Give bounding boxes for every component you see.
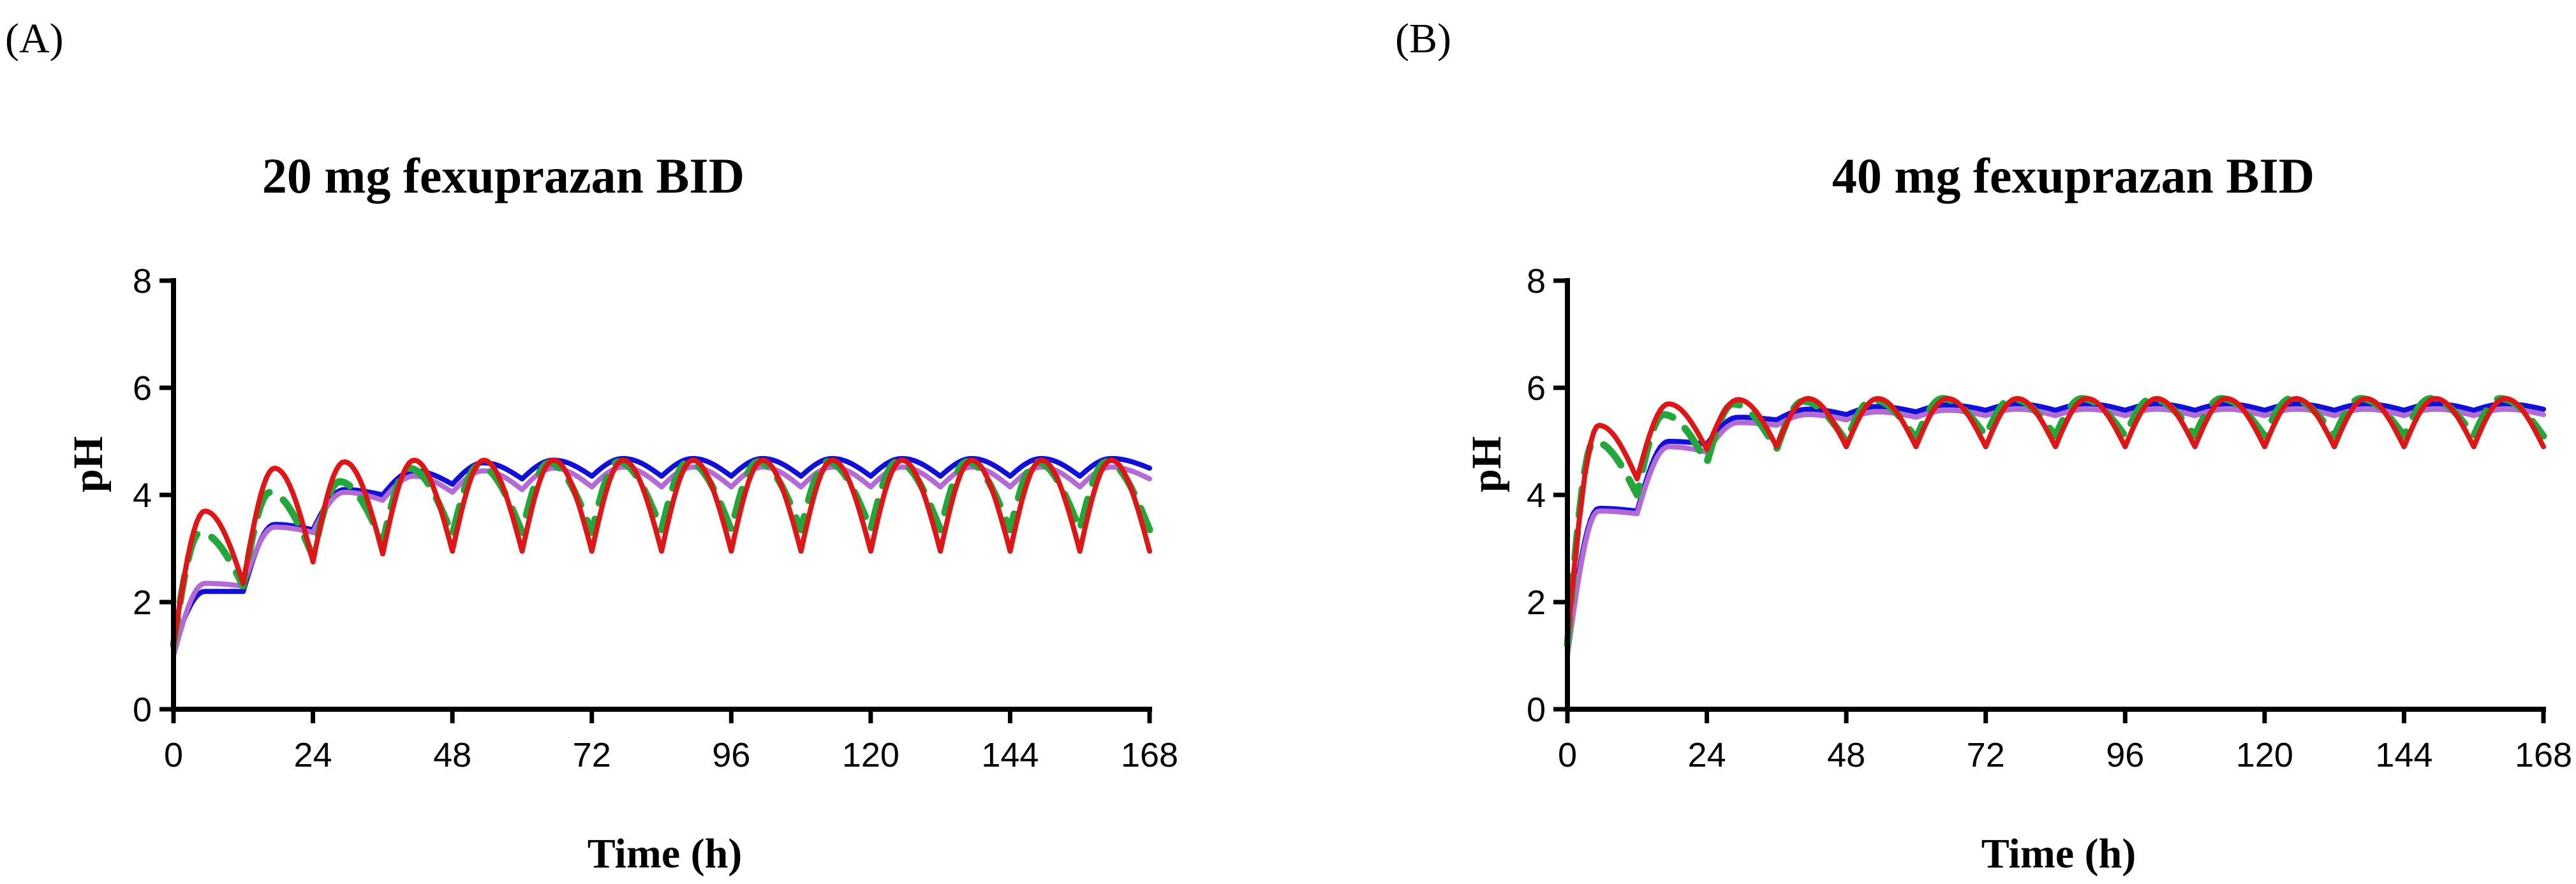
y-tick-label-b: 6 <box>1527 369 1546 408</box>
series-line-purple-a <box>171 464 1152 658</box>
y-tick-label-a: 2 <box>133 584 152 622</box>
x-tick-label-a: 96 <box>712 736 750 774</box>
x-tick-label-b: 0 <box>1558 736 1577 774</box>
x-axis-label-b: Time (h) <box>1981 830 2136 877</box>
x-axis-label-a: Time (h) <box>588 830 743 877</box>
y-tick-label-a: 0 <box>133 691 152 729</box>
y-tick-label-b: 8 <box>1527 262 1546 300</box>
x-tick-label-b: 96 <box>2106 736 2144 774</box>
y-tick-label-b: 0 <box>1527 691 1546 729</box>
y-axis-label-a: pH <box>65 436 112 492</box>
y-axis-label-b: pH <box>1463 436 1510 492</box>
series-line-red-a <box>171 457 1152 648</box>
x-tick-label-b: 144 <box>2375 736 2432 774</box>
x-tick-label-b: 72 <box>1967 736 2005 774</box>
x-tick-label-a: 144 <box>981 736 1039 774</box>
panel-a: (A) 20 mg fexuprazan BID pH Time (h) 024… <box>5 15 1178 877</box>
x-tick-label-a: 24 <box>294 736 332 774</box>
x-tick-label-a: 120 <box>842 736 899 774</box>
y-tick-label-a: 6 <box>133 369 152 408</box>
series-group-a <box>170 455 1153 658</box>
x-tick-label-a: 0 <box>164 736 183 774</box>
x-tick-label-a: 168 <box>1121 736 1178 774</box>
x-tick-label-b: 168 <box>2515 736 2572 774</box>
y-tick-label-a: 8 <box>133 262 152 300</box>
series-line-red-b <box>1565 395 2546 642</box>
series-group-b <box>1564 395 2547 658</box>
x-tick-label-b: 120 <box>2236 736 2293 774</box>
y-tick-label-b: 2 <box>1527 584 1546 622</box>
y-tick-label-a: 4 <box>133 476 152 515</box>
x-tick-label-a: 72 <box>573 736 611 774</box>
x-tick-label-b: 48 <box>1827 736 1865 774</box>
x-tick-label-b: 24 <box>1688 736 1726 774</box>
panel-label-a: (A) <box>5 15 64 62</box>
y-tick-label-b: 4 <box>1527 476 1546 515</box>
panel-b: (B) 40 mg fexuprazan BID pH Time (h) 024… <box>1395 15 2572 877</box>
chart-title-a: 20 mg fexuprazan BID <box>262 148 744 203</box>
x-tick-label-a: 48 <box>433 736 471 774</box>
chart-title-b: 40 mg fexuprazan BID <box>1832 148 2314 203</box>
panel-label-b: (B) <box>1395 15 1451 62</box>
